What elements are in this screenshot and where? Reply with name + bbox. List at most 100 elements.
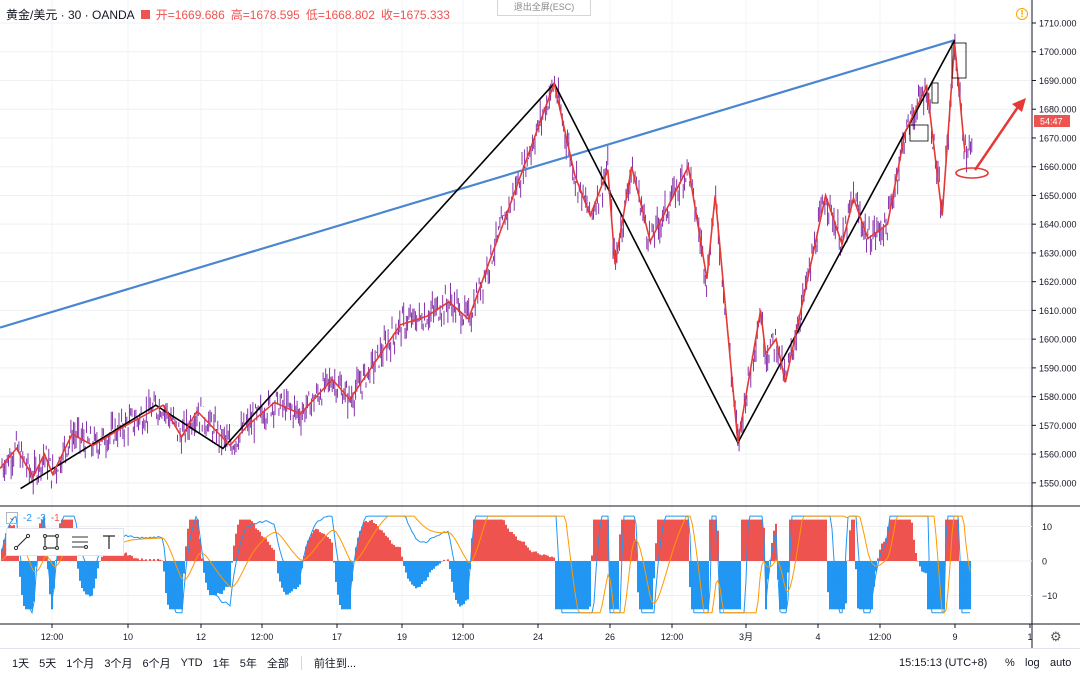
- histogram-bar: [821, 520, 823, 561]
- histogram-bar: [625, 520, 627, 561]
- histogram-bar: [527, 547, 529, 561]
- goto-date-button[interactable]: 前往到...: [314, 655, 356, 671]
- histogram-bar: [85, 561, 87, 594]
- histogram-bar: [831, 561, 833, 609]
- histogram-bar: [51, 561, 53, 609]
- histogram-bar: [703, 561, 705, 609]
- histogram-bar: [243, 520, 245, 561]
- histogram-bar: [223, 561, 225, 590]
- high-value: 高=1678.595: [231, 6, 300, 23]
- histogram-bar: [277, 561, 279, 573]
- range-5y[interactable]: 5年: [240, 655, 257, 671]
- flag-icon[interactable]: [141, 10, 150, 19]
- histogram-bar: [25, 561, 27, 609]
- histogram-bar: [585, 561, 587, 609]
- histogram-bar: [541, 555, 543, 561]
- histogram-bar: [811, 520, 813, 561]
- trend-line-icon[interactable]: [7, 529, 36, 555]
- gear-icon[interactable]: ⚙: [1050, 629, 1062, 645]
- histogram-bar: [315, 529, 317, 561]
- histogram-bar: [641, 561, 643, 609]
- percent-toggle[interactable]: %: [1005, 657, 1015, 669]
- histogram-bar: [499, 520, 501, 561]
- price-axis[interactable]: 1710.0001700.0001690.0001680.0001670.000…: [1032, 19, 1077, 489]
- histogram-bar: [401, 557, 403, 561]
- histogram-bar: [737, 561, 739, 609]
- histogram-bar: [591, 555, 593, 561]
- blue-trend-line[interactable]: [0, 40, 955, 327]
- histogram-bar: [335, 561, 337, 582]
- time-tick-label: 24: [533, 632, 543, 642]
- histogram-bar: [677, 520, 679, 561]
- histogram-bar: [855, 561, 857, 569]
- histogram-bar: [543, 554, 545, 561]
- histogram-bar: [905, 520, 907, 561]
- histogram-bar: [383, 533, 385, 561]
- histogram-bar: [143, 560, 145, 561]
- current-price-marker: 54:47: [1034, 115, 1070, 127]
- histogram-bar: [567, 561, 569, 609]
- range-3m[interactable]: 3个月: [104, 655, 132, 671]
- range-ytd[interactable]: YTD: [181, 657, 203, 669]
- histogram-bar: [509, 532, 511, 561]
- histogram-bar: [665, 520, 667, 561]
- price-tick-label: 1670.000: [1039, 133, 1077, 143]
- symbol-title[interactable]: 黄金/美元 · 30 · OANDA: [6, 6, 135, 23]
- range-1m[interactable]: 1个月: [66, 655, 94, 671]
- histogram-bar: [897, 520, 899, 561]
- drawn-box: [910, 125, 928, 141]
- histogram-bar: [495, 520, 497, 561]
- time-tick-label: 26: [605, 632, 615, 642]
- histogram-bar: [589, 561, 591, 607]
- text-icon[interactable]: [94, 529, 123, 555]
- histogram-bar: [669, 520, 671, 561]
- histogram-bar: [403, 561, 405, 566]
- histogram-bar: [245, 520, 247, 561]
- fib-lines-icon[interactable]: [65, 529, 94, 555]
- histogram-bar: [521, 542, 523, 561]
- histogram-bar: [133, 558, 135, 561]
- clock-readout[interactable]: 15:15:13 (UTC+8): [899, 657, 987, 669]
- histogram-bar: [579, 561, 581, 609]
- range-5d[interactable]: 5天: [39, 655, 56, 671]
- histogram-bar: [511, 532, 513, 561]
- range-1y[interactable]: 1年: [213, 655, 230, 671]
- indicator-axis[interactable]: 100−10: [1042, 522, 1057, 601]
- histogram-bar: [239, 520, 241, 561]
- histogram-bar: [381, 530, 383, 561]
- histogram-bar: [595, 520, 597, 561]
- histogram-bar: [457, 561, 459, 604]
- toolbar-divider: [301, 656, 302, 670]
- histogram-bar: [93, 561, 95, 588]
- histogram-bar: [921, 561, 923, 572]
- chevron-down-icon[interactable]: ⌄: [6, 512, 18, 524]
- histogram-bar: [179, 561, 181, 609]
- histogram-bar: [933, 561, 935, 609]
- histogram-bar: [83, 561, 85, 591]
- auto-toggle[interactable]: auto: [1050, 657, 1071, 669]
- exit-fullscreen-button[interactable]: 退出全屏(ESC): [497, 0, 591, 16]
- histogram-bar: [341, 561, 343, 609]
- range-all[interactable]: 全部: [267, 655, 289, 671]
- histogram-bar: [191, 520, 193, 561]
- histogram-bar: [449, 561, 451, 569]
- histogram-bar: [633, 520, 635, 561]
- histogram-bar: [253, 524, 255, 561]
- histogram-bar: [391, 544, 393, 561]
- histogram-bar: [433, 561, 435, 569]
- range-6m[interactable]: 6个月: [143, 655, 171, 671]
- histogram-bar: [529, 550, 531, 561]
- histogram-bar: [523, 542, 525, 561]
- rectangle-icon[interactable]: [36, 529, 65, 555]
- log-toggle[interactable]: log: [1025, 657, 1040, 669]
- time-tick-label: 12:00: [41, 632, 64, 642]
- histogram-bar: [839, 561, 841, 609]
- price-tick-label: 1610.000: [1039, 306, 1077, 316]
- warning-icon[interactable]: !: [1016, 8, 1028, 20]
- range-1d[interactable]: 1天: [12, 655, 29, 671]
- histogram-bar: [653, 561, 655, 578]
- histogram-bar: [563, 561, 565, 609]
- histogram-bar: [865, 561, 867, 609]
